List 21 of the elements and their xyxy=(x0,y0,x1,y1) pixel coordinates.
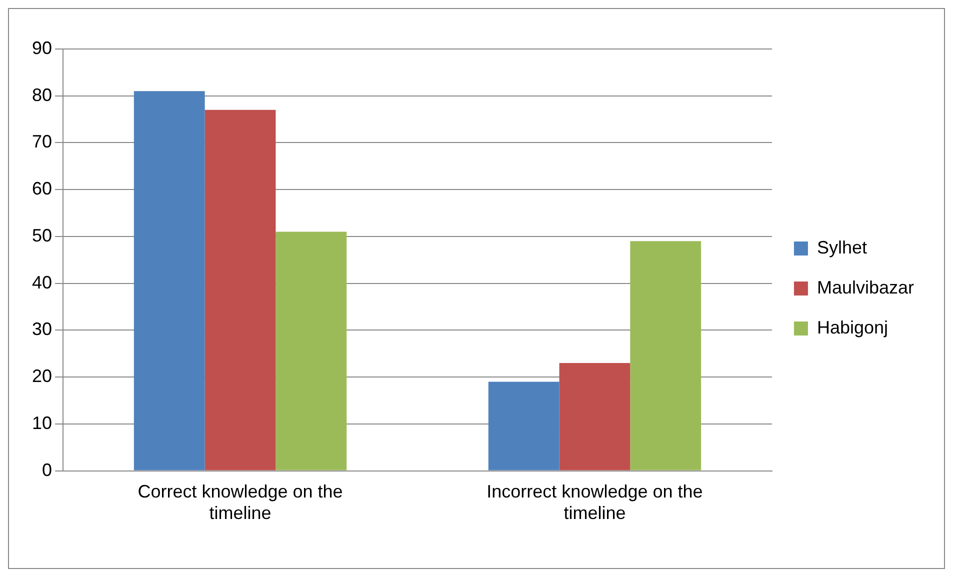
y-tick-label: 20 xyxy=(32,366,52,386)
bar xyxy=(276,232,347,470)
y-tick-label: 30 xyxy=(32,319,52,340)
legend-label: Maulvibazar xyxy=(816,277,914,298)
x-tick-label: Correct knowledge on the timeline xyxy=(138,482,343,524)
y-tick-label: 70 xyxy=(32,132,52,152)
bar xyxy=(134,91,205,470)
legend-label: Habigonj xyxy=(816,317,888,338)
y-tick-label: 90 xyxy=(32,38,52,58)
y-tick-label: 60 xyxy=(32,178,52,199)
bar xyxy=(559,363,630,470)
y-tick-label: 50 xyxy=(32,225,52,246)
legend-label: Sylhet xyxy=(816,237,867,258)
x-tick-label: Incorrect knowledge on the timeline xyxy=(486,482,703,524)
bar xyxy=(204,110,276,470)
y-tick-label: 80 xyxy=(32,84,52,105)
y-tick-label: 40 xyxy=(32,272,52,292)
y-tick-label: 0 xyxy=(42,460,52,480)
bar xyxy=(630,241,702,470)
y-tick-label: 10 xyxy=(32,412,52,433)
bar xyxy=(488,382,560,470)
